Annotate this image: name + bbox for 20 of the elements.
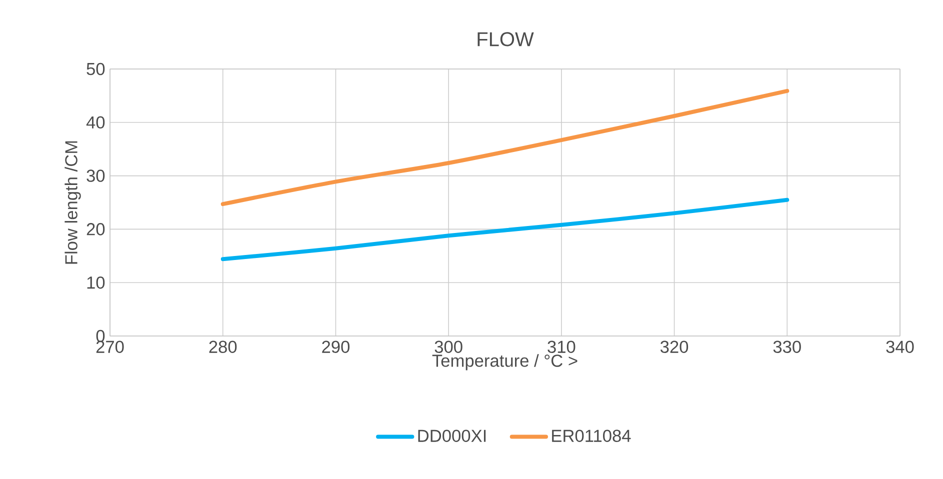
y-tick-label: 50 (86, 62, 105, 76)
x-tick-label: 310 (548, 340, 576, 353)
x-tick-label: 330 (773, 340, 801, 353)
y-tick-label: 10 (87, 276, 105, 289)
x-tick-label: 340 (886, 340, 914, 353)
x-axis-title: Temperature / °C > (432, 354, 578, 370)
y-axis-title: Flow length /CM (64, 141, 81, 264)
line-series (220, 198, 790, 262)
x-tick-label: 290 (322, 340, 350, 353)
x-tick-label: 270 (96, 340, 124, 353)
line-series (220, 88, 790, 206)
legend-label: DD000XI (418, 430, 486, 442)
legend-label: ER011084 (552, 430, 631, 442)
x-tick-label: 300 (434, 340, 462, 353)
chart-title: FLOW (478, 32, 534, 46)
y-tick-label: 40 (86, 116, 105, 129)
x-tick-label: 280 (209, 340, 237, 353)
x-tick-label: 320 (660, 340, 688, 353)
y-tick-label: 30 (86, 170, 105, 182)
y-tick-label: 20 (86, 223, 105, 236)
